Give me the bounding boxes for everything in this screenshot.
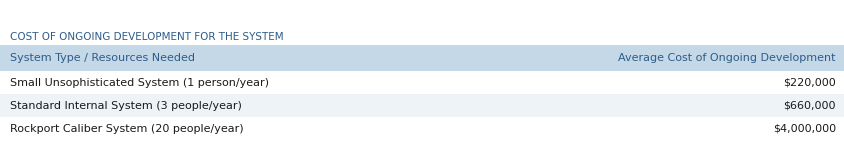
Text: Small Unsophisticated System (1 person/year): Small Unsophisticated System (1 person/y…	[10, 77, 269, 87]
Text: $4,000,000: $4,000,000	[773, 123, 836, 133]
Bar	[0, 45, 844, 71]
Text: $220,000: $220,000	[783, 77, 836, 87]
Text: System Type / Resources Needed: System Type / Resources Needed	[10, 53, 195, 63]
Text: Rockport Caliber System (20 people/year): Rockport Caliber System (20 people/year)	[10, 123, 244, 133]
Text: $660,000: $660,000	[783, 100, 836, 110]
Text: Standard Internal System (3 people/year): Standard Internal System (3 people/year)	[10, 100, 242, 110]
Bar	[0, 117, 844, 140]
Text: COST OF ONGOING DEVELOPMENT FOR THE SYSTEM: COST OF ONGOING DEVELOPMENT FOR THE SYST…	[10, 32, 284, 42]
Text: Average Cost of Ongoing Development: Average Cost of Ongoing Development	[619, 53, 836, 63]
Bar	[0, 94, 844, 117]
Bar	[0, 71, 844, 94]
